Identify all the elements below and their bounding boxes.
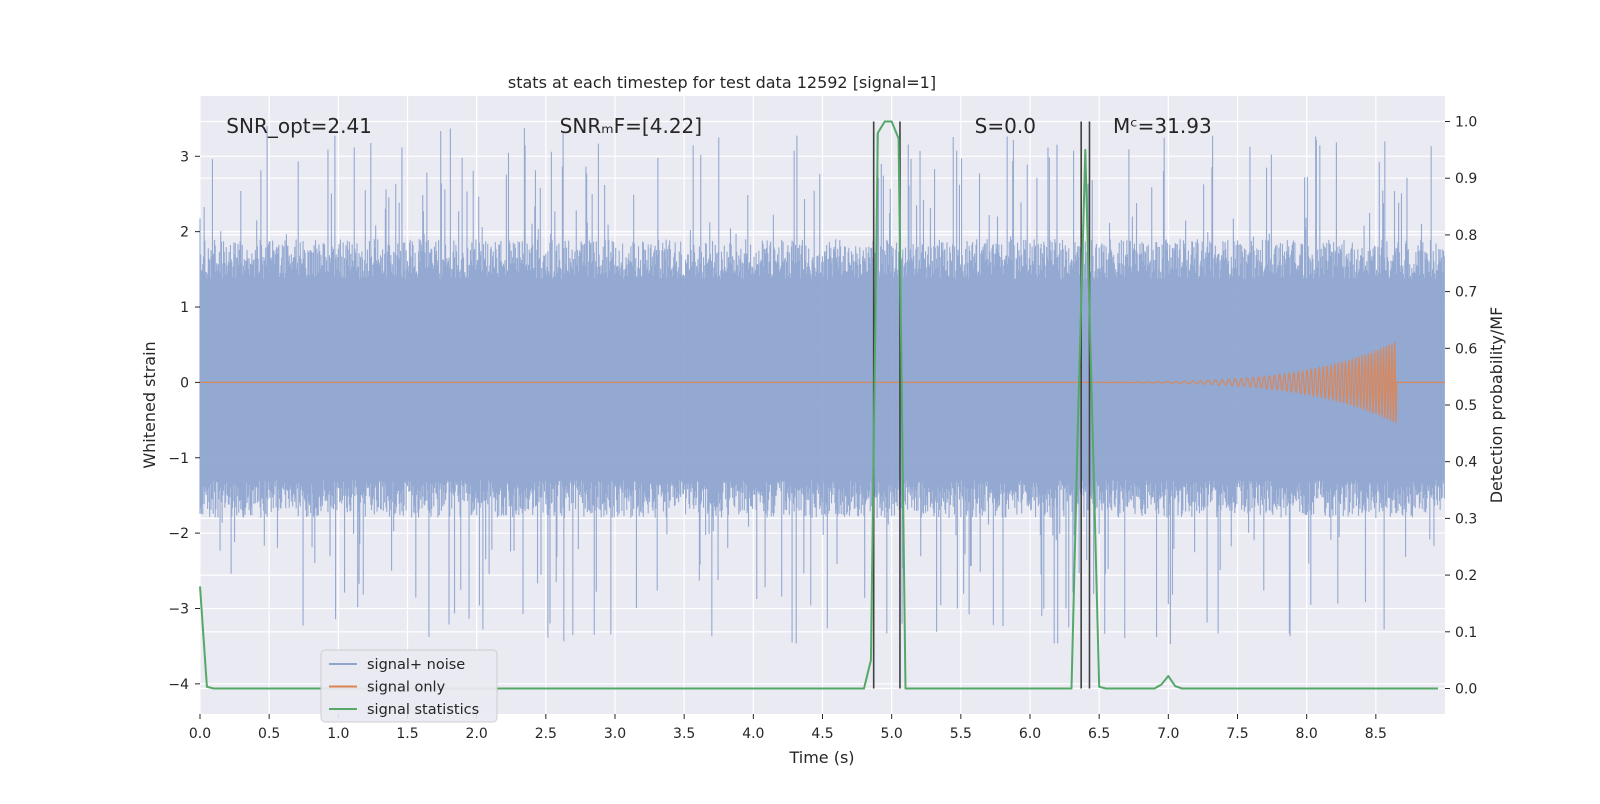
annotation-text: SNRₘF=[4.22] xyxy=(560,114,702,138)
series-signal-statistics xyxy=(199,120,1439,690)
legend-label: signal only xyxy=(367,680,446,696)
x-tick-label: 2.0 xyxy=(466,726,488,742)
noise-trace xyxy=(199,126,1445,645)
y-tick-label: −3 xyxy=(168,601,189,617)
y2-axis-label: Detection probability/MF xyxy=(1487,307,1506,504)
x-tick-label: 2.5 xyxy=(535,726,557,742)
series-signal-noise xyxy=(199,126,1445,645)
y2-tick-label: 0.8 xyxy=(1455,228,1477,244)
x-tick-labels: 0.0 0.5 1.0 1.5 2.0 2.5 3.0 3.5 4.0 4.5 5.0 5.5 6.0 6… xyxy=(189,714,1387,742)
x-tick-label: 8.5 xyxy=(1365,726,1387,742)
x-tick-label: 5.0 xyxy=(881,726,903,742)
x-tick-label: 1.0 xyxy=(327,726,349,742)
legend-label: signal statistics xyxy=(367,702,479,718)
x-tick-label: 0.5 xyxy=(258,726,280,742)
y2-tick-label: 1.0 xyxy=(1455,115,1477,131)
annotation-text: S=0.0 xyxy=(975,114,1036,138)
y2-tick-label: 0.5 xyxy=(1455,398,1477,414)
annotations: SNR_opt=2.41 SNRₘF=[4.22] S=0.0 Mᶜ=31.93 xyxy=(226,114,1211,138)
y-tick-label: 0 xyxy=(180,375,189,391)
legend: signal+ noise signal only signal statistic… xyxy=(320,649,498,723)
y-tick-label: 2 xyxy=(180,225,189,241)
x-tick-label: 6.5 xyxy=(1088,726,1110,742)
x-tick-label: 3.5 xyxy=(673,726,695,742)
chirp-trace xyxy=(200,341,1445,424)
x-tick-label: 7.0 xyxy=(1157,726,1179,742)
y-tick-label: −2 xyxy=(168,526,189,542)
y2-tick-label: 0.2 xyxy=(1455,568,1477,584)
series-signal-only xyxy=(200,341,1445,424)
y-axis-label: Whitened strain xyxy=(140,341,159,468)
x-tick-label: 4.5 xyxy=(811,726,833,742)
y2-tick-labels: 1.0 0.9 0.8 0.7 0.6 0.5 0.4 0.3 0.2 0.1 0.0 xyxy=(1445,115,1477,697)
y2-tick-label: 0.7 xyxy=(1455,285,1477,301)
x-tick-label: 4.0 xyxy=(742,726,764,742)
x-tick-label: 3.0 xyxy=(604,726,626,742)
y2-tick-label: 0.6 xyxy=(1455,341,1477,357)
x-tick-label: 5.5 xyxy=(950,726,972,742)
y-tick-labels: 3 2 1 0 −1 −2 −3 −4 xyxy=(168,149,200,693)
y-tick-label: −1 xyxy=(168,451,189,467)
annotation-text: Mᶜ=31.93 xyxy=(1113,114,1212,138)
legend-label: signal+ noise xyxy=(367,657,465,673)
y2-tick-label: 0.4 xyxy=(1455,455,1477,471)
x-tick-label: 8.0 xyxy=(1296,726,1318,742)
y2-tick-label: 0.0 xyxy=(1455,681,1477,697)
x-axis-label: Time (s) xyxy=(788,748,854,767)
y-tick-label: 3 xyxy=(180,149,189,165)
y2-tick-label: 0.1 xyxy=(1455,625,1477,641)
y2-tick-label: 0.9 xyxy=(1455,171,1477,187)
y-tick-label: −4 xyxy=(168,677,189,693)
y-tick-label: 1 xyxy=(180,300,189,316)
legend-box xyxy=(320,649,498,723)
x-tick-label: 0.0 xyxy=(189,726,211,742)
y2-tick-label: 0.3 xyxy=(1455,511,1477,527)
x-tick-label: 1.5 xyxy=(396,726,418,742)
chart-title: stats at each timestep for test data 125… xyxy=(508,73,936,92)
annotation-text: SNR_opt=2.41 xyxy=(226,114,372,138)
statistics-trace xyxy=(199,120,1439,690)
x-tick-label: 6.0 xyxy=(1019,726,1041,742)
x-tick-label: 7.5 xyxy=(1226,726,1248,742)
